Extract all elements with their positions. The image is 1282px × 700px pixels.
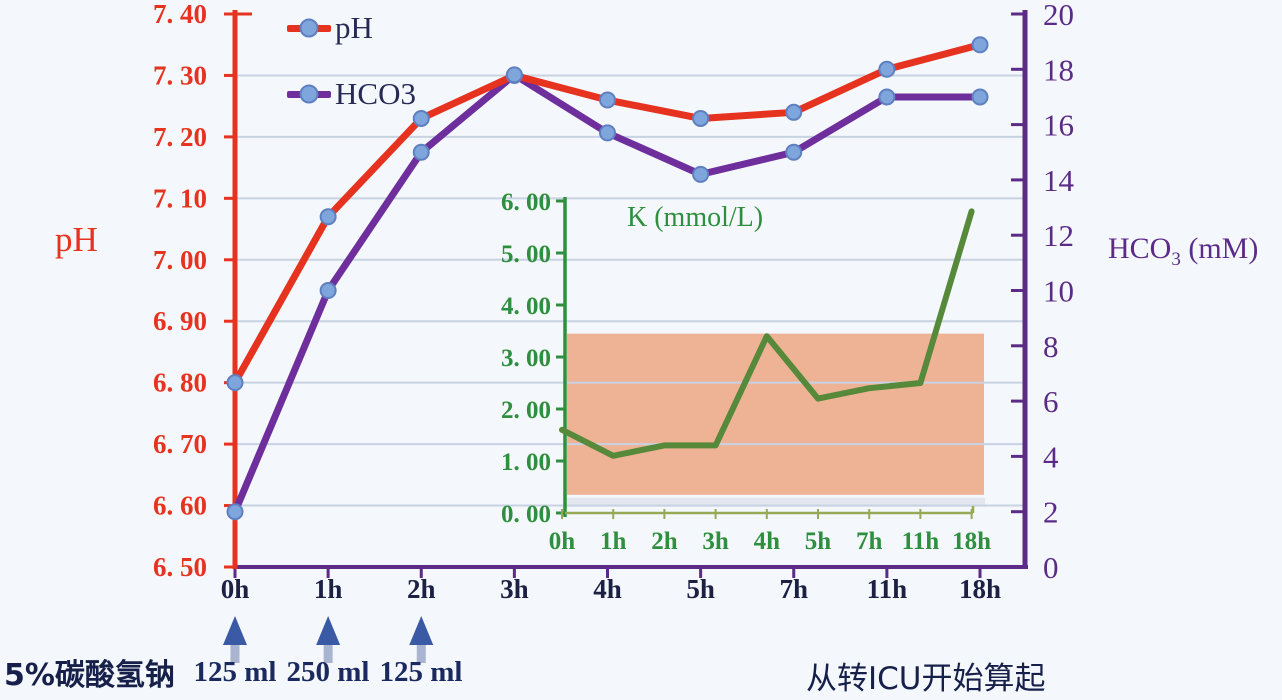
left-axis-tick-label: 6. 80 <box>153 368 207 398</box>
inset-x-label: 0h <box>549 528 576 555</box>
hco3-data-point-marker <box>319 282 337 299</box>
right-axis-title-subscript: 3 <box>1171 249 1181 270</box>
x-axis-label: 0h <box>221 574 250 604</box>
inset-x-label: 4h <box>754 528 781 555</box>
right-axis-title: HCO3 (mM) <box>1108 232 1258 271</box>
hco3-data-point-marker <box>785 143 803 161</box>
inset-y-tick-label: 1. 00 <box>501 449 551 476</box>
right-axis-tick-label: 18 <box>1043 52 1074 87</box>
inset-band-shadow <box>565 497 985 507</box>
hco3-data-point-marker <box>505 66 523 84</box>
x-axis-label: 2h <box>407 574 436 604</box>
x-axis-label: 1h <box>314 574 343 604</box>
ph-data-point-marker <box>412 109 430 127</box>
ph-data-point-marker <box>971 36 989 54</box>
x-axis-label: 4h <box>593 574 622 604</box>
right-axis-tick-label: 10 <box>1043 274 1074 309</box>
right-axis-title-unit: (mM) <box>1180 232 1259 265</box>
left-axis-tick-label: 7. 10 <box>153 183 207 213</box>
ph-data-point-marker <box>319 208 337 226</box>
right-axis-tick-label: 12 <box>1043 218 1074 253</box>
left-axis-tick-label: 7. 30 <box>153 60 207 90</box>
inset-x-label: 11h <box>902 528 940 555</box>
hco3-data-point-marker <box>971 88 989 106</box>
inset-x-label: 5h <box>805 528 832 555</box>
x-axis-label: 7h <box>779 574 808 604</box>
right-axis-title-main: HCO <box>1108 232 1172 265</box>
left-axis-tick-label: 6. 70 <box>153 429 207 459</box>
ph-line-swatch <box>287 18 331 38</box>
dose-arrow-head <box>409 616 434 645</box>
inset-chart-title: K (mmol/L) <box>627 202 764 233</box>
right-axis-tick-label: 14 <box>1043 163 1075 198</box>
dose-volume-label: 125 ml <box>193 656 277 688</box>
hco3-data-point-marker <box>878 88 896 106</box>
right-axis-tick-label: 6 <box>1043 384 1059 419</box>
hco3-data-point-marker <box>692 165 710 183</box>
legend-item-hco3: HCO3 <box>287 76 416 112</box>
legend-item-ph: pH <box>287 10 416 46</box>
ph-data-point-marker <box>878 60 896 78</box>
right-axis-tick-label: 2 <box>1043 495 1059 530</box>
inset-y-tick-label: 4. 00 <box>501 293 551 320</box>
dose-arrow-stem <box>416 642 426 663</box>
inset-y-tick-label: 6. 00 <box>501 189 551 216</box>
left-axis-title: pH <box>55 220 98 259</box>
hco3-data-point-marker <box>599 124 616 142</box>
inset-reference-band <box>567 333 984 495</box>
right-axis-tick-label: 20 <box>1043 0 1074 32</box>
inset-x-label: 7h <box>856 528 883 555</box>
x-axis-label: 18h <box>959 574 1001 604</box>
right-axis-tick-label: 16 <box>1043 108 1074 143</box>
inset-y-tick-label: 3. 00 <box>501 345 551 372</box>
left-axis-tick-label: 7. 20 <box>153 122 207 152</box>
x-axis-label: 3h <box>500 574 529 604</box>
dose-arrow-head <box>223 616 247 645</box>
x-axis-label: 5h <box>686 574 715 604</box>
left-axis-tick-label: 6. 50 <box>153 552 207 582</box>
legend: pH HCO3 <box>287 10 416 112</box>
ph-marker-dot <box>299 18 319 38</box>
hco3-marker-dot <box>299 84 319 104</box>
x-axis-label: 11h <box>867 574 908 604</box>
ph-data-point-marker <box>785 103 803 121</box>
bicarbonate-label: 5%碳酸氢钠 <box>4 658 175 693</box>
inset-x-label: 3h <box>702 528 729 555</box>
dose-arrow-head <box>316 616 341 645</box>
left-axis-tick-label: 6. 90 <box>153 306 207 336</box>
inset-y-tick-label: 0. 00 <box>501 501 551 528</box>
legend-label-ph: pH <box>335 10 373 45</box>
right-axis-tick-label: 0 <box>1043 550 1059 585</box>
ph-data-point-marker <box>692 109 710 127</box>
dose-arrow-stem <box>230 642 240 663</box>
dose-volume-label: 125 ml <box>379 656 463 688</box>
right-axis-tick-label: 8 <box>1043 329 1059 364</box>
left-axis-tick-label: 6. 60 <box>153 491 207 521</box>
hco3-data-point-marker <box>226 503 244 521</box>
k-series-line <box>559 208 975 459</box>
dose-arrow-stem <box>323 642 333 663</box>
left-axis-tick-label: 7. 00 <box>153 245 207 275</box>
right-axis-tick-label: 4 <box>1043 439 1059 474</box>
inset-x-label: 18h <box>952 528 991 555</box>
ph-data-point-marker <box>599 91 616 109</box>
left-axis-tick-label: 7. 40 <box>153 0 207 29</box>
icu-time-note: 从转ICU开始算起 <box>806 661 1046 697</box>
inset-x-label: 1h <box>600 528 627 555</box>
inset-y-tick-label: 5. 00 <box>501 241 551 268</box>
inset-y-tick-label: 2. 00 <box>501 397 551 424</box>
hco3-line-swatch <box>287 84 331 104</box>
ph-data-point-marker <box>226 374 244 392</box>
dose-volume-label: 250 ml <box>286 656 370 688</box>
inset-x-label: 2h <box>651 528 678 555</box>
legend-label-hco3: HCO3 <box>335 76 416 111</box>
hco3-data-point-marker <box>412 143 430 161</box>
